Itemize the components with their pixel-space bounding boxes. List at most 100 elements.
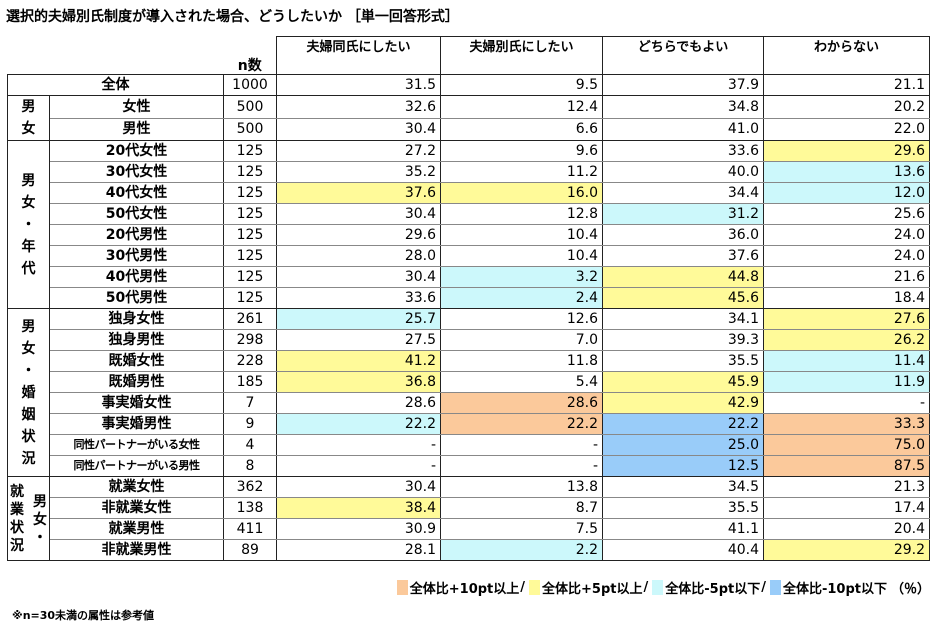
row-label: 女性 bbox=[49, 95, 224, 119]
value-cell: 25.0 bbox=[602, 434, 764, 456]
value-cell: 24.0 bbox=[763, 245, 930, 267]
table-row: 既婚女性 228 41.2 11.8 35.5 11.4 bbox=[8, 350, 930, 372]
page-title: 選択的夫婦別氏制度が導入された場合、どうしたいか ［単一回答形式］ bbox=[6, 9, 459, 25]
value-cell: 41.0 bbox=[602, 117, 764, 141]
row-n-count: 125 bbox=[223, 266, 277, 288]
value-cell: 18.4 bbox=[763, 287, 930, 309]
n-count-header: n数 bbox=[237, 58, 262, 74]
total-value: 31.5 bbox=[276, 74, 441, 96]
value-cell: 22.2 bbox=[602, 413, 764, 435]
value-cell: 42.9 bbox=[602, 392, 764, 414]
value-cell: 41.2 bbox=[276, 350, 441, 372]
value-cell: 8.7 bbox=[440, 497, 603, 519]
row-n-count: 500 bbox=[223, 117, 277, 141]
table-row: 男女・婚姻状況独身女性 261 25.7 12.6 34.1 27.6 bbox=[7, 308, 930, 477]
value-cell: 22.2 bbox=[276, 413, 441, 435]
row-n-count: 89 bbox=[223, 539, 277, 561]
row-label: 非就業女性 bbox=[49, 497, 224, 519]
column-header-separate-surname: 夫婦別氏にしたい bbox=[440, 36, 603, 75]
value-cell: 45.6 bbox=[602, 287, 764, 309]
row-n-count: 8 bbox=[223, 455, 277, 477]
value-cell: 12.8 bbox=[440, 203, 603, 225]
row-label: 50代女性 bbox=[49, 203, 224, 225]
table-row: 50代女性 125 30.4 12.8 31.2 25.6 bbox=[8, 203, 930, 225]
row-n-count: 185 bbox=[223, 371, 277, 393]
value-cell: 22.2 bbox=[440, 413, 603, 435]
value-cell: 17.4 bbox=[763, 497, 930, 519]
row-n-count: 500 bbox=[223, 95, 277, 119]
row-label: 独身男性 bbox=[49, 329, 224, 351]
value-cell: 28.0 bbox=[276, 245, 441, 267]
value-cell: 2.2 bbox=[440, 539, 603, 561]
value-cell: 26.2 bbox=[763, 329, 930, 351]
value-cell: 13.8 bbox=[440, 476, 603, 498]
row-label: 同性パートナーがいる女性 bbox=[49, 434, 224, 456]
row-n-count: 228 bbox=[223, 350, 277, 372]
row-n-count: 125 bbox=[223, 140, 277, 162]
value-cell: 21.6 bbox=[763, 266, 930, 288]
group-label: 就業状況男女・ bbox=[7, 476, 50, 561]
value-cell: 5.4 bbox=[440, 371, 603, 393]
value-cell: 45.9 bbox=[602, 371, 764, 393]
row-label: 50代男性 bbox=[49, 287, 224, 309]
row-label: 既婚女性 bbox=[49, 350, 224, 372]
value-cell: 25.6 bbox=[763, 203, 930, 225]
color-legend: 全体比+10pt以上 / 全体比+5pt以上 / 全体比-5pt以下 / 全体比… bbox=[280, 578, 930, 597]
value-cell: 35.2 bbox=[276, 161, 441, 183]
value-cell: 22.0 bbox=[763, 117, 930, 141]
value-cell: 20.4 bbox=[763, 518, 930, 540]
value-cell: 35.5 bbox=[602, 497, 764, 519]
row-n-count: 298 bbox=[223, 329, 277, 351]
value-cell: 28.1 bbox=[276, 539, 441, 561]
value-cell: 41.1 bbox=[602, 518, 764, 540]
value-cell: 30.4 bbox=[276, 117, 441, 141]
row-label: 男性 bbox=[49, 117, 224, 141]
value-cell: 20.2 bbox=[763, 95, 930, 119]
value-cell: 29.6 bbox=[276, 224, 441, 246]
value-cell: - bbox=[276, 434, 441, 456]
table-row: 40代女性 125 37.6 16.0 34.4 12.0 bbox=[8, 182, 930, 204]
value-cell: 33.6 bbox=[602, 140, 764, 162]
table-row: 就業男性 411 30.9 7.5 41.1 20.4 bbox=[8, 518, 930, 540]
row-label: 20代男性 bbox=[49, 224, 224, 246]
legend-label-minus5: 全体比-5pt以下 bbox=[665, 582, 761, 597]
value-cell: - bbox=[440, 434, 603, 456]
value-cell: 34.1 bbox=[602, 308, 764, 330]
value-cell: 28.6 bbox=[440, 392, 603, 414]
value-cell: 11.9 bbox=[763, 371, 930, 393]
table-row: 同性パートナーがいる男性 8- -12.5 87.5 bbox=[8, 455, 930, 477]
legend-separator: / bbox=[520, 580, 526, 595]
value-cell: 44.8 bbox=[602, 266, 764, 288]
row-n-count: 125 bbox=[223, 245, 277, 267]
value-cell: - bbox=[276, 455, 441, 477]
value-cell: - bbox=[763, 392, 930, 414]
table-row: 既婚男性 185 36.8 5.4 45.9 11.9 bbox=[8, 371, 930, 393]
row-n-count: 411 bbox=[223, 518, 277, 540]
value-cell: 27.2 bbox=[276, 140, 441, 162]
row-label: 事実婚女性 bbox=[49, 392, 224, 414]
value-cell: 37.6 bbox=[602, 245, 764, 267]
legend-swatch-plus10 bbox=[396, 580, 408, 595]
value-cell: - bbox=[440, 455, 603, 477]
value-cell: 10.4 bbox=[440, 224, 603, 246]
value-cell: 39.3 bbox=[602, 329, 764, 351]
legend-swatch-plus5 bbox=[529, 580, 541, 595]
column-header-either: どちらでもよい bbox=[602, 36, 764, 75]
legend-label-minus10: 全体比-10pt以下 bbox=[782, 582, 887, 597]
value-cell: 7.0 bbox=[440, 329, 603, 351]
table-row: 20代男性 125 29.6 10.4 36.0 24.0 bbox=[8, 224, 930, 246]
group-label: 男女・婚姻状況 bbox=[7, 308, 50, 477]
total-value: 21.1 bbox=[763, 74, 930, 96]
footnote: ※n=30未満の属性は参考値 bbox=[12, 609, 155, 622]
value-cell: 31.2 bbox=[602, 203, 764, 225]
row-label: 40代女性 bbox=[49, 182, 224, 204]
total-n: 1000 bbox=[223, 74, 277, 96]
row-n-count: 362 bbox=[223, 476, 277, 498]
value-cell: 11.4 bbox=[763, 350, 930, 372]
row-label: 独身女性 bbox=[49, 308, 224, 330]
table-row: 同性パートナーがいる女性 4- -25.0 75.0 bbox=[8, 434, 930, 456]
value-cell: 6.6 bbox=[440, 117, 603, 141]
legend-label-plus10: 全体比+10pt以上 bbox=[409, 582, 520, 597]
header-row: n数 夫婦同氏にしたい 夫婦別氏にしたい どちらでもよい わからない bbox=[8, 36, 930, 75]
results-table: n数 夫婦同氏にしたい 夫婦別氏にしたい どちらでもよい わからない 全体 10… bbox=[7, 36, 930, 561]
